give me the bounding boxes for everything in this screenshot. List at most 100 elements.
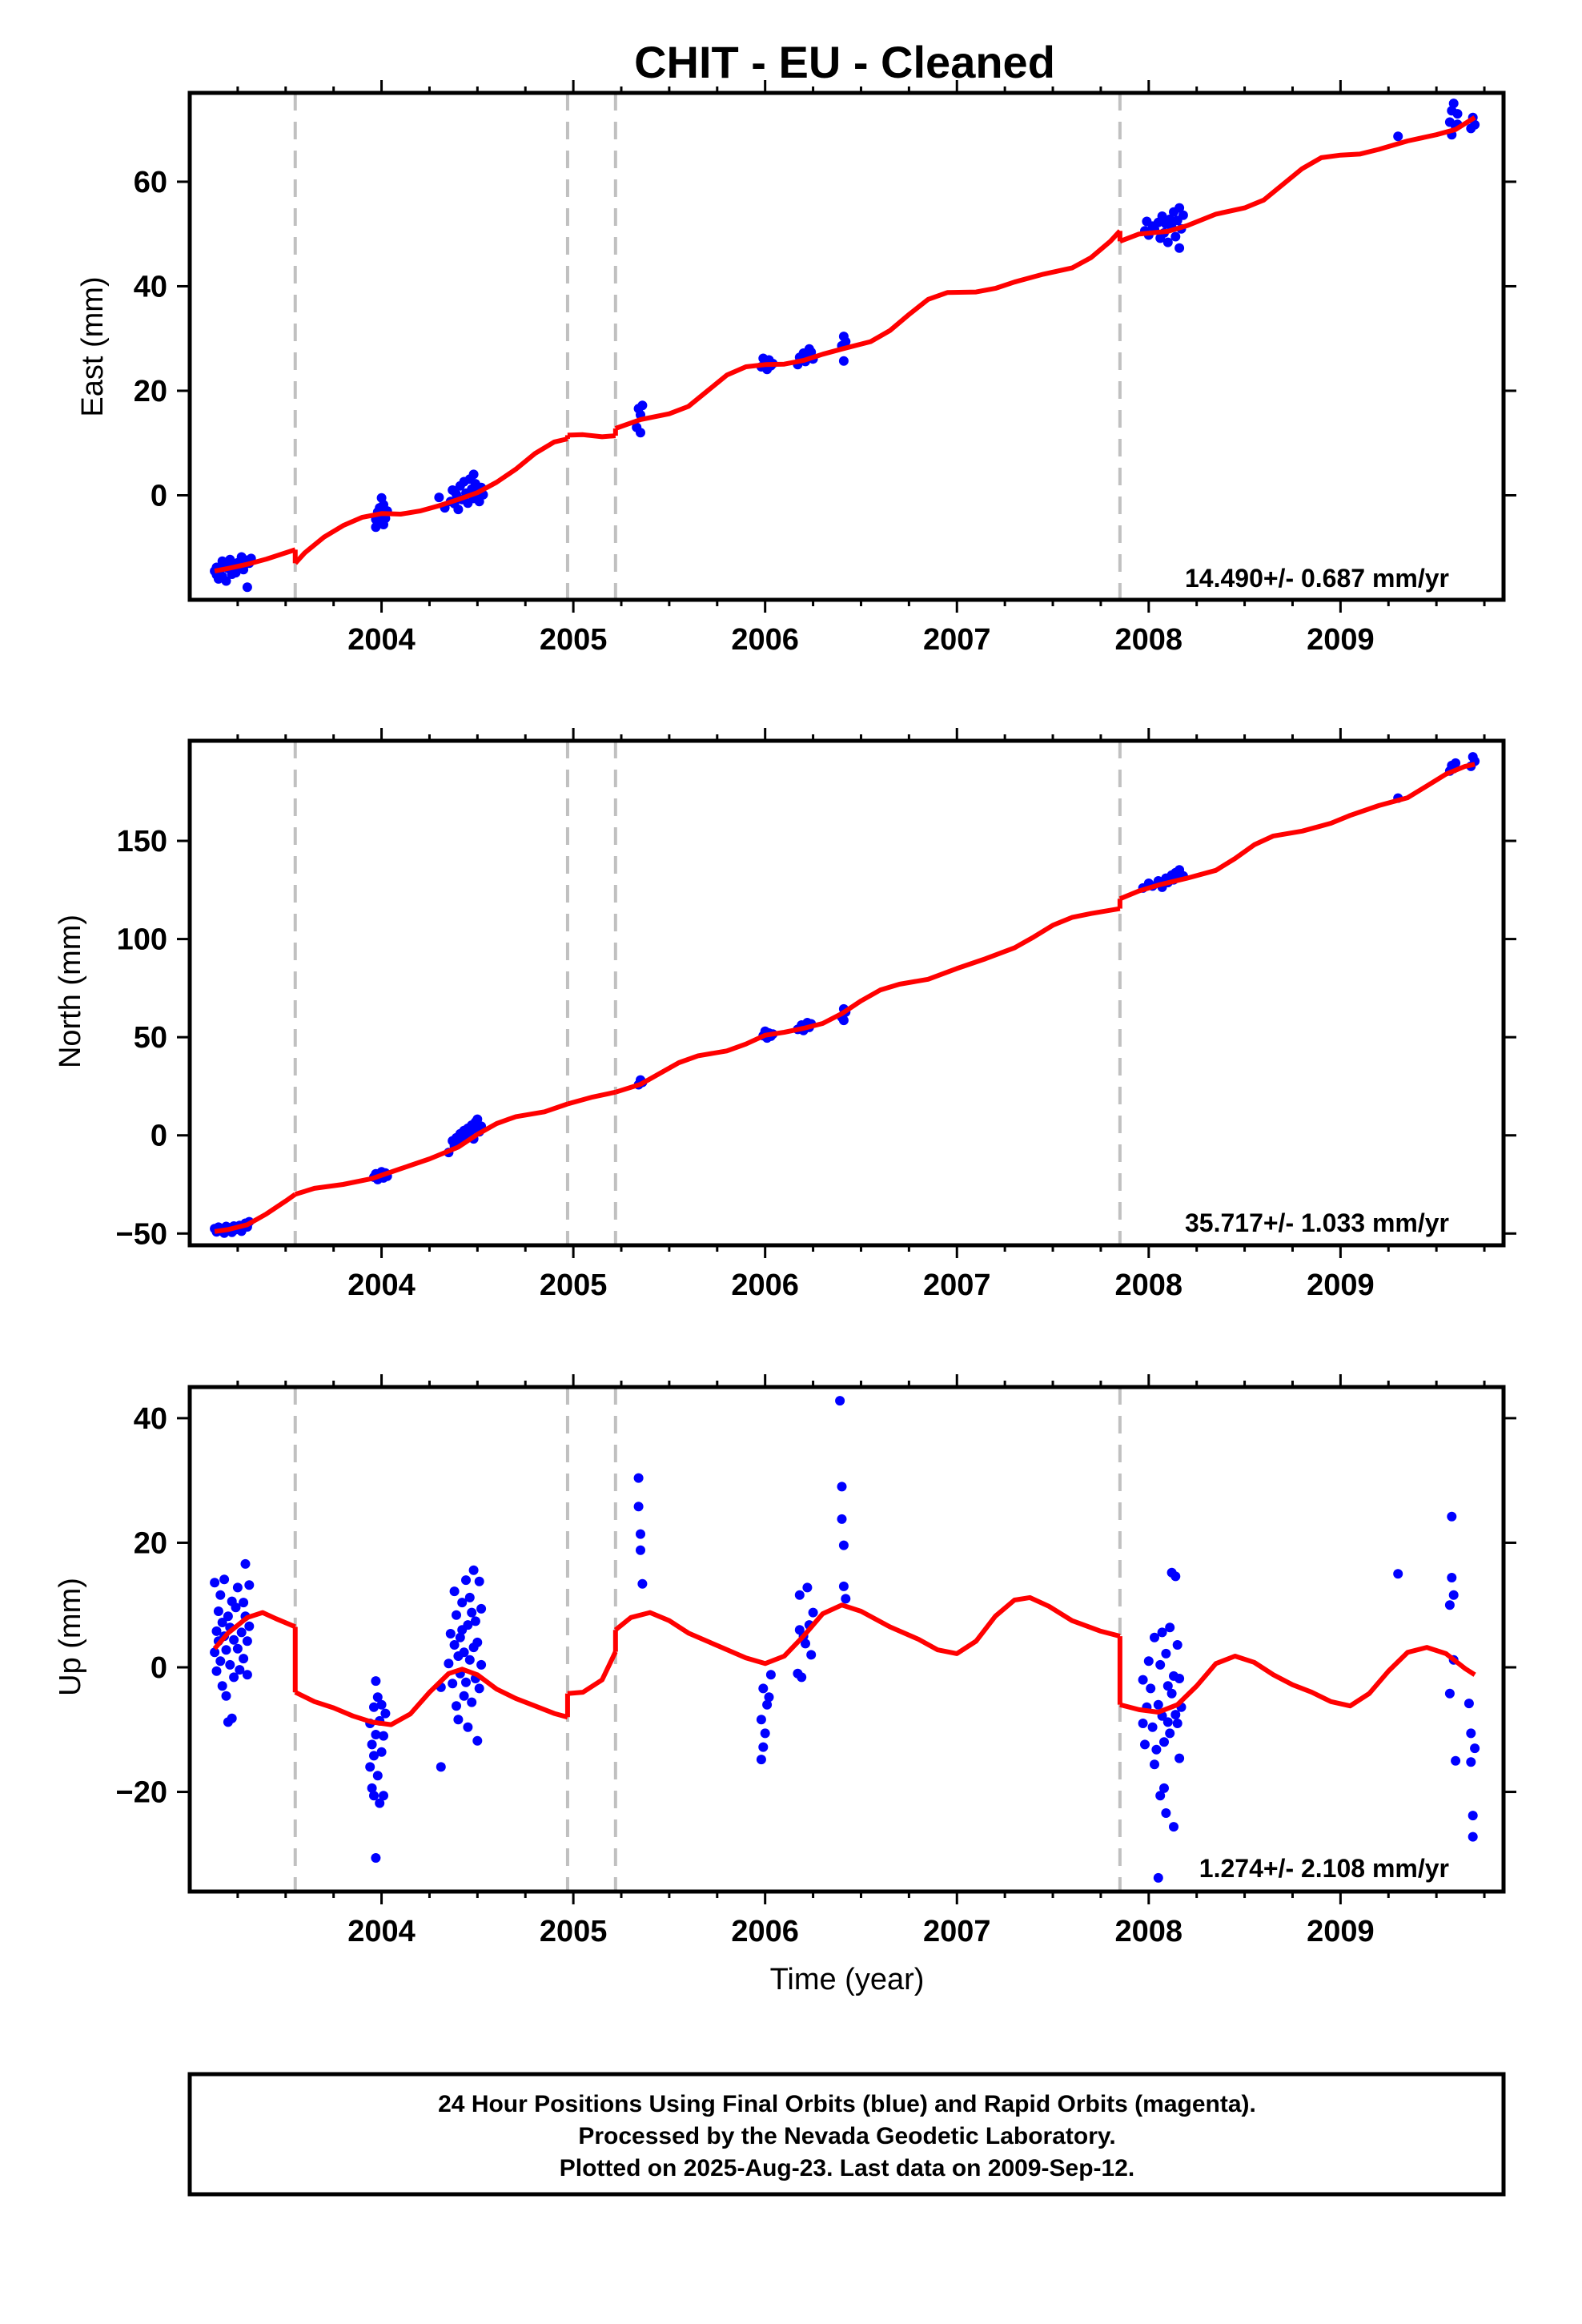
up-rate-label: 1.274+/- 2.108 mm/yr bbox=[1199, 1854, 1449, 1883]
north-y-tick-label: 0 bbox=[151, 1120, 167, 1153]
up-data-point bbox=[758, 1683, 769, 1694]
up-data-point bbox=[461, 1575, 471, 1586]
up-data-point bbox=[794, 1590, 805, 1600]
up-data-point bbox=[474, 1576, 484, 1586]
up-data-point bbox=[1466, 1757, 1476, 1767]
up-data-point bbox=[211, 1666, 222, 1676]
up-data-point bbox=[231, 1602, 241, 1613]
east-data-point bbox=[434, 493, 444, 503]
east-x-tick-label-2004: 2004 bbox=[347, 623, 416, 657]
north-x-tick-label-2004: 2004 bbox=[347, 1269, 416, 1302]
east-model-line-5 bbox=[1118, 115, 1476, 244]
up-data-point bbox=[470, 1616, 480, 1626]
up-data-point bbox=[1162, 1717, 1173, 1727]
up-data-point bbox=[375, 1798, 385, 1808]
east-data-point bbox=[1170, 231, 1181, 242]
up-data-point bbox=[1143, 1656, 1154, 1667]
up-data-point bbox=[1470, 1743, 1480, 1754]
up-data-point bbox=[217, 1618, 227, 1627]
north-model-line-3 bbox=[567, 1089, 616, 1107]
up-data-point bbox=[1466, 1728, 1476, 1739]
up-data-point bbox=[1140, 1739, 1150, 1750]
up-data-point bbox=[217, 1681, 227, 1691]
x-axis-label: Time (year) bbox=[770, 1963, 925, 1996]
footer-line-2: Processed by the Nevada Geodetic Laborat… bbox=[578, 2123, 1115, 2149]
up-data-point bbox=[445, 1629, 456, 1638]
north-axis-label: North (mm) bbox=[54, 915, 87, 1068]
up-data-point bbox=[461, 1677, 471, 1687]
east-axis-label: East (mm) bbox=[76, 276, 110, 416]
up-data-point bbox=[476, 1659, 487, 1670]
north-rate-label: 35.717+/- 1.033 mm/yr bbox=[1185, 1208, 1449, 1237]
up-data-point bbox=[1161, 1808, 1171, 1818]
east-y-tick-label: 40 bbox=[134, 270, 167, 304]
up-data-point bbox=[1170, 1571, 1181, 1582]
up-model-line-2 bbox=[294, 1667, 568, 1727]
east-x-tick-label-2006: 2006 bbox=[731, 623, 799, 657]
footer-frame bbox=[187, 2072, 1506, 2197]
east-x-tick-label-2008: 2008 bbox=[1115, 623, 1183, 657]
up-data-point bbox=[227, 1713, 237, 1723]
north-x-tick-label-2006: 2006 bbox=[731, 1269, 799, 1302]
north-y-tick-label: 50 bbox=[134, 1021, 167, 1055]
up-data-point bbox=[371, 1853, 381, 1863]
north-frame bbox=[187, 738, 1506, 1248]
up-data-point bbox=[1159, 1737, 1169, 1747]
up-data-point bbox=[1170, 1710, 1181, 1720]
up-data-point bbox=[1169, 1822, 1178, 1832]
up-model-line-1 bbox=[212, 1610, 296, 1651]
up-data-point bbox=[1444, 1688, 1455, 1699]
up-y-tick-label: 40 bbox=[134, 1402, 167, 1436]
up-data-point bbox=[1464, 1699, 1474, 1709]
east-data-point bbox=[453, 505, 464, 515]
up-data-point bbox=[376, 1747, 387, 1757]
east-model-line-1 bbox=[214, 547, 296, 574]
up-data-point bbox=[371, 1676, 381, 1687]
east-data-point bbox=[1174, 203, 1185, 213]
up-data-point bbox=[1393, 1569, 1403, 1579]
north-x-tick-label-2009: 2009 bbox=[1307, 1269, 1375, 1302]
up-data-point bbox=[242, 1670, 252, 1680]
east-data-point bbox=[841, 336, 851, 347]
north-x-tick-label-2007: 2007 bbox=[923, 1269, 991, 1302]
north-data-layer bbox=[210, 752, 1480, 1238]
up-data-point bbox=[1161, 1648, 1171, 1659]
east-data-point bbox=[468, 469, 479, 480]
up-data-point bbox=[244, 1621, 255, 1631]
up-data-point bbox=[229, 1672, 239, 1683]
up-data-point bbox=[1138, 1675, 1148, 1685]
east-plot-area: 2004 2005 2006 2007 2008 2009 0 20 40 60 bbox=[134, 80, 1516, 657]
up-data-point bbox=[457, 1598, 468, 1608]
up-data-point bbox=[244, 1580, 255, 1590]
up-data-point bbox=[449, 1586, 460, 1597]
east-data-point bbox=[838, 356, 849, 366]
up-data-point bbox=[436, 1762, 446, 1772]
up-data-point bbox=[463, 1722, 473, 1732]
up-data-point bbox=[1448, 1590, 1459, 1600]
east-data-point bbox=[1448, 99, 1459, 109]
footer-line-1: 24 Hour Positions Using Final Orbits (bl… bbox=[438, 2091, 1256, 2117]
north-x-tick-label-2008: 2008 bbox=[1115, 1269, 1183, 1302]
up-x-tick-label-2005: 2005 bbox=[540, 1915, 608, 1948]
up-data-point bbox=[801, 1638, 810, 1649]
up-data-point bbox=[242, 1636, 252, 1647]
up-data-point bbox=[1150, 1632, 1159, 1642]
up-data-point bbox=[369, 1751, 379, 1761]
up-data-point bbox=[476, 1603, 487, 1614]
up-data-point bbox=[379, 1731, 388, 1741]
up-data-point bbox=[637, 1578, 648, 1589]
east-data-point bbox=[1470, 119, 1480, 130]
up-data-point bbox=[239, 1598, 249, 1608]
up-data-point bbox=[756, 1755, 766, 1765]
up-data-point bbox=[636, 1529, 645, 1539]
up-data-point bbox=[232, 1582, 243, 1593]
up-data-point bbox=[472, 1735, 483, 1746]
east-y-tick-label: 60 bbox=[134, 166, 167, 199]
up-data-point bbox=[1155, 1791, 1166, 1801]
east-y-tick-label: 20 bbox=[134, 375, 167, 408]
up-data-point bbox=[459, 1691, 469, 1701]
up-data-point bbox=[808, 1607, 818, 1618]
up-data-point bbox=[464, 1655, 475, 1665]
up-data-point bbox=[235, 1665, 245, 1675]
up-data-point bbox=[797, 1672, 807, 1683]
